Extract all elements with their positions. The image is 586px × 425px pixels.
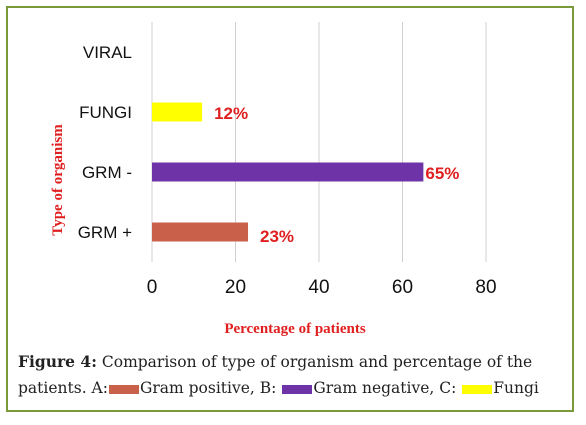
caption-line1: Comparison of type of organism and perce… [101, 353, 533, 371]
category-label: FUNGI [79, 103, 132, 122]
x-tick-label: 20 [225, 277, 246, 298]
data-label: 23% [260, 227, 294, 246]
x-tick-label: 60 [392, 277, 413, 298]
caption-line2-b: Gram positive, B: [139, 379, 277, 397]
figure-caption: Figure 4: Comparison of type of organism… [18, 349, 570, 401]
figure-label: Figure 4: [18, 352, 97, 371]
fungi-swatch [462, 384, 493, 394]
caption-line2-d: Fungi [493, 379, 539, 397]
bars-layer [152, 102, 424, 242]
category-label: GRM + [78, 223, 132, 242]
x-tick-label: 0 [147, 277, 158, 298]
gram-positive-swatch [108, 384, 139, 394]
bar-fungi [152, 102, 203, 122]
data-label: 65% [425, 164, 459, 183]
category-label: VIRAL [83, 43, 132, 62]
grid-layer [151, 22, 487, 262]
figure-frame [6, 6, 574, 412]
bar-chart: 0 20 40 60 80 GRM + 23% GRM - 65% FUNGI 12% VIRAL T… [50, 22, 497, 337]
x-tick-label: 40 [308, 277, 329, 298]
labels-layer: 0 20 40 60 80 GRM + 23% GRM - 65% FUNGI 12% VIRAL [78, 43, 497, 298]
data-label: 12% [214, 104, 248, 123]
bar-grm [152, 222, 249, 242]
caption-line2-a: patients. A: [18, 379, 108, 397]
category-label: GRM - [82, 163, 132, 182]
y-axis-title: Type of organism [50, 124, 66, 236]
x-axis-title: Percentage of patients [224, 321, 366, 337]
x-tick-label: 80 [475, 277, 496, 298]
gram-negative-swatch [282, 384, 313, 394]
caption-line2-c: Gram negative, C: [313, 379, 457, 397]
bar-grm [152, 162, 424, 182]
